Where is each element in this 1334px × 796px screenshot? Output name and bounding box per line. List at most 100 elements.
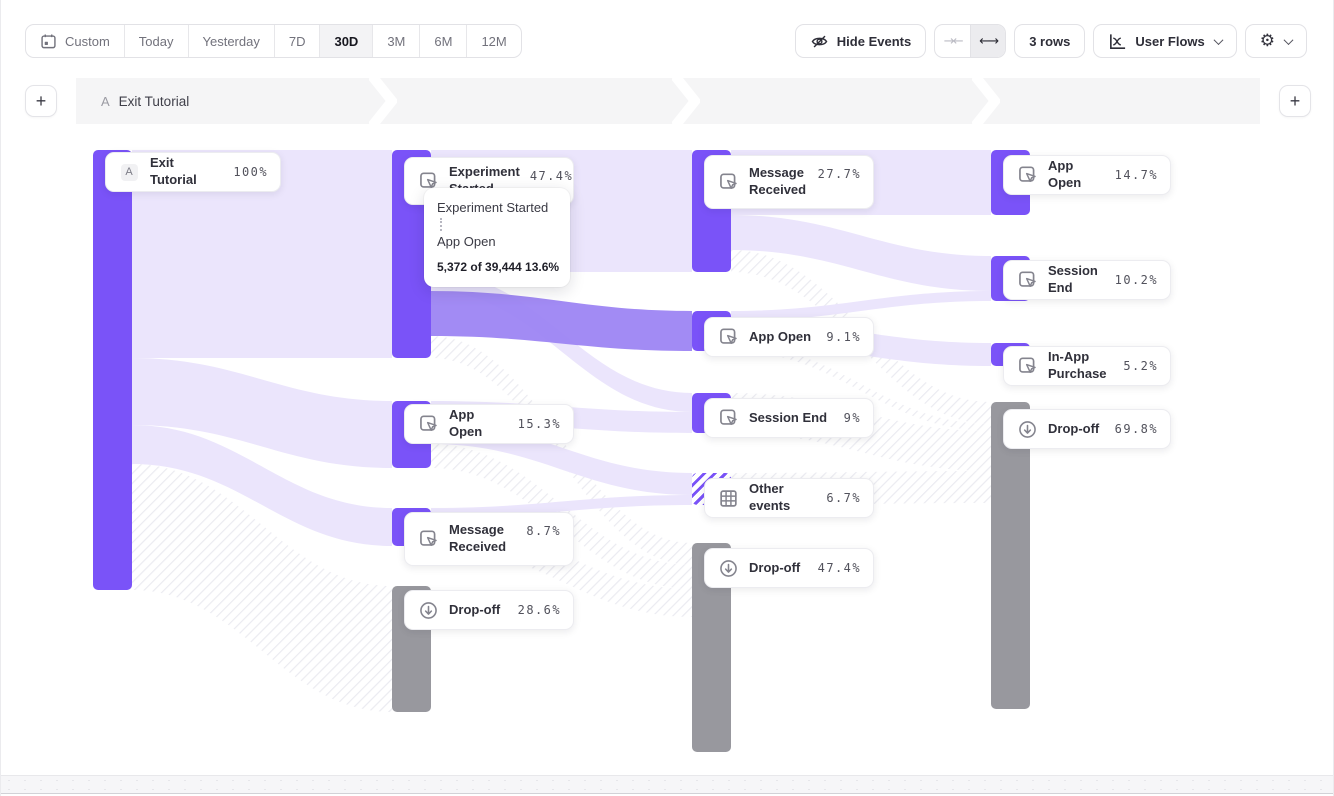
grid-icon [719,489,737,507]
flow-card-label: In-App Purchase [1048,349,1107,381]
flow-card-drop-off-4[interactable]: Drop-off 69.8% [1003,409,1171,449]
step-band: A Exit Tutorial [76,78,1260,124]
range-custom[interactable]: Custom [26,25,125,57]
dropoff-icon [719,559,737,577]
flow-card-percentage: 14.7% [1114,168,1158,182]
flow-card-label: Drop-off [749,559,801,575]
flow-card-label: Session End [1048,263,1098,295]
flow-link-exit-tutorial-to-drop-off-2[interactable] [132,464,392,712]
step-chevron-icon [369,78,397,124]
flow-card-percentage: 100% [233,165,268,179]
flow-card-label: Exit Tutorial [150,155,197,187]
flow-card-percentage: 5.2% [1123,359,1158,373]
date-range-group: Custom Today Yesterday 7D 30D 3M 6M 12M [25,24,522,58]
flow-tooltip: Experiment Started App Open 5,372 of 39,… [424,188,570,287]
flow-card-drop-off-2[interactable]: Drop-off 28.6% [404,590,574,630]
tooltip-from-event: Experiment Started [437,200,549,215]
event-icon [1018,165,1036,182]
flow-card-other-events[interactable]: Other events 6.7% [704,478,874,518]
flow-link-app-open-3-to-session-end-4[interactable] [731,291,991,321]
flow-card-app-open-4[interactable]: App Open 14.7% [1003,155,1171,195]
range-label: Custom [65,33,110,49]
event-icon [719,172,737,189]
range-today[interactable]: Today [125,25,189,57]
flow-card-app-open-3[interactable]: App Open 9.1% [704,317,874,357]
tooltip-to-event: App Open [437,234,496,249]
flow-card-label: Message Received [449,522,507,554]
event-icon [1018,356,1036,373]
add-step-left-button[interactable]: + [25,85,57,117]
bottom-scroll-strip[interactable] [1,775,1333,794]
dropoff-icon [1018,420,1036,438]
flow-card-session-end-3[interactable]: Session End 9% [704,398,874,438]
toolbar: Custom Today Yesterday 7D 30D 3M 6M 12M … [25,24,1307,58]
flow-card-drop-off-3[interactable]: Drop-off 47.4% [704,548,874,588]
flow-card-percentage: 6.7% [826,491,861,505]
view-selector[interactable]: User Flows [1093,24,1237,58]
flow-card-label: Session End [749,409,828,425]
flow-card-percentage: 8.7% [526,524,561,538]
flow-card-label: App Open [449,407,483,439]
event-icon [419,414,437,431]
range-yesterday[interactable]: Yesterday [189,25,275,57]
range-3m[interactable]: 3M [373,25,421,57]
flow-link-exit-tutorial-to-experiment-started[interactable] [132,150,392,358]
range-6m[interactable]: 6M [420,25,468,57]
add-step-right-button[interactable]: + [1279,85,1311,117]
event-icon [419,529,437,546]
flow-card-percentage: 47.4% [529,169,574,183]
step-name: Exit Tutorial [118,93,190,109]
flow-card-message-received-2[interactable]: Message Received 8.7% [404,512,574,566]
flow-bar-drop-off-4[interactable] [991,402,1030,709]
user-flows-icon [1110,33,1126,49]
step-label[interactable]: A Exit Tutorial [101,78,189,124]
flow-card-app-open-2[interactable]: App Open 15.3% [404,404,574,444]
flow-card-in-app-purchase[interactable]: In-App Purchase 5.2% [1003,346,1171,386]
event-icon [1018,270,1036,287]
eye-off-icon [811,35,828,48]
toolbar-right: Hide Events →← ←→ 3 rows User Flows ⚙ [794,24,1307,58]
flow-card-percentage: 9% [843,411,861,425]
flow-card-session-end-4[interactable]: Session End 10.2% [1003,260,1171,300]
flow-link-exit-tutorial-to-message-received-2[interactable] [132,425,392,546]
tooltip-connector [440,218,442,231]
flow-bar-exit-tutorial[interactable] [93,150,132,590]
rows-button[interactable]: 3 rows [1014,24,1086,58]
range-30d[interactable]: 30D [320,25,374,57]
event-icon [419,171,437,188]
settings-button[interactable]: ⚙ [1244,24,1307,58]
range-7d[interactable]: 7D [275,25,321,57]
flow-card-percentage: 28.6% [517,603,561,617]
step-a-badge: A [120,163,138,181]
step-chevron-icon [972,78,1000,124]
flow-card-percentage: 15.3% [517,417,561,431]
flow-link-experiment-started-to-app-open-3[interactable] [431,291,692,351]
collapse-expand-toggle: →← ←→ [934,24,1007,58]
flow-card-percentage: 69.8% [1114,422,1158,436]
tooltip-detail: 5,372 of 39,444 13.6% [437,260,560,274]
flow-link-app-open-3-to-drop-off-4[interactable] [731,344,991,431]
dropoff-icon [419,601,437,619]
flow-card-percentage: 10.2% [1114,273,1158,287]
collapse-columns-button[interactable]: →← [943,33,964,49]
hide-events-button[interactable]: Hide Events [794,24,927,58]
gear-icon: ⚙ [1259,30,1275,51]
event-icon [719,327,737,344]
flow-link-exit-tutorial-to-app-open-2[interactable] [132,358,392,468]
flow-card-exit-tutorial[interactable]: A Exit Tutorial 100% [105,152,281,192]
flow-card-message-received-3[interactable]: Message Received 27.7% [704,155,874,209]
calendar-icon [41,34,56,48]
flow-link-message-received-3-to-session-end-4[interactable] [731,215,991,291]
range-12m[interactable]: 12M [481,33,507,49]
flow-card-percentage: 9.1% [826,330,861,344]
flow-card-label: App Open [749,328,812,344]
flow-card-label: App Open [1048,158,1082,190]
flow-card-label: Other events [749,481,791,513]
event-icon [719,408,737,425]
step-chevron-icon [672,78,700,124]
flow-card-label: Drop-off [449,601,501,617]
expand-columns-button[interactable]: ←→ [970,25,1006,57]
